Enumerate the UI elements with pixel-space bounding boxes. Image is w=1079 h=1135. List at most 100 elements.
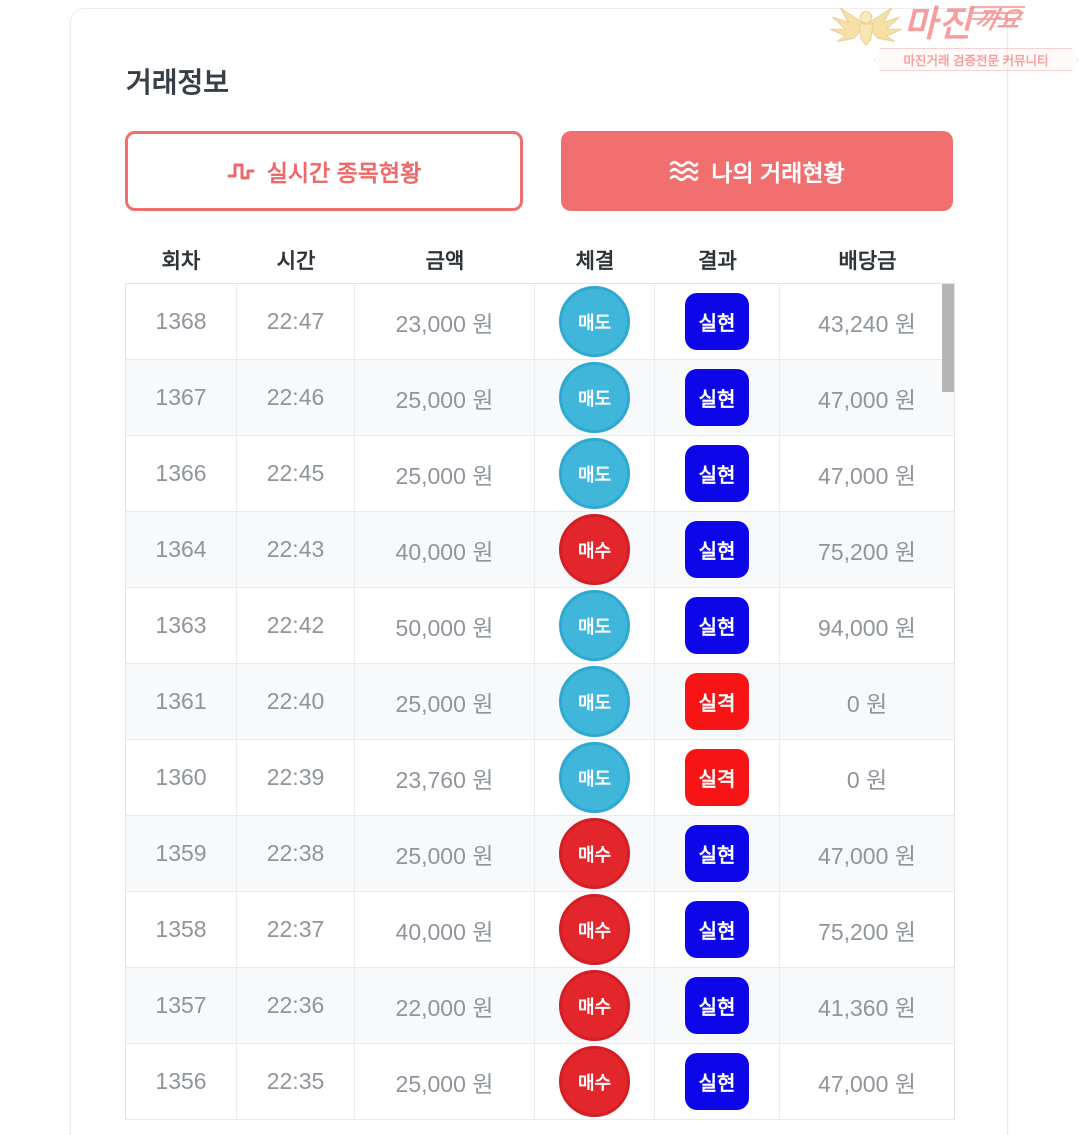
exec-badge: 매도 (559, 666, 630, 737)
time-cell: 22:36 (237, 968, 355, 1043)
payout-cell: 75,200 원 (818, 538, 916, 565)
table-scrollbar-thumb[interactable] (942, 284, 954, 392)
time-cell: 22:43 (237, 512, 355, 587)
column-header: 회차 (161, 250, 201, 273)
amount-cell: 40,000 원 (355, 892, 535, 967)
exec-cell: 매도 (535, 284, 655, 359)
exec-cell: 매도 (535, 360, 655, 435)
time-cell: 22:37 (237, 892, 355, 967)
brand-tagline: 마진거래 검증전문 커뮤니티 (874, 48, 1078, 71)
exec-cell: 매수 (535, 968, 655, 1043)
table-row: 1366 22:45 25,000 원 매도 실현 47,000 원 (126, 436, 954, 512)
column-header: 체결 (575, 250, 615, 273)
exec-cell: 매수 (535, 1044, 655, 1119)
result-cell: 실현 (655, 512, 780, 587)
table-row: 1356 22:35 25,000 원 매수 실현 47,000 원 (126, 1044, 954, 1120)
result-cell: 실현 (655, 1044, 780, 1119)
waves-icon (670, 160, 699, 182)
result-badge: 실현 (685, 369, 749, 426)
exec-badge: 매도 (559, 362, 630, 433)
result-cell: 실현 (655, 436, 780, 511)
table-row: 1364 22:43 40,000 원 매수 실현 75,200 원 (126, 512, 954, 588)
round-cell: 1360 (126, 740, 237, 815)
table-row: 1357 22:36 22,000 원 매수 실현 41,360 원 (126, 968, 954, 1044)
amount-cell: 25,000 원 (355, 664, 535, 739)
result-badge: 실격 (685, 673, 749, 730)
my-trades-label: 나의 거래현황 (711, 160, 845, 186)
result-badge: 실현 (685, 1053, 749, 1110)
round-cell: 1366 (126, 436, 237, 511)
payout-cell: 0 원 (846, 766, 888, 793)
payout-cell: 0 원 (846, 690, 888, 717)
exec-badge: 매도 (559, 590, 630, 661)
round-cell: 1363 (126, 588, 237, 663)
time-cell: 22:39 (237, 740, 355, 815)
exec-badge: 매수 (559, 894, 630, 965)
amount-cell: 50,000 원 (355, 588, 535, 663)
amount-cell: 23,760 원 (355, 740, 535, 815)
amount-cell: 25,000 원 (355, 816, 535, 891)
result-cell: 실현 (655, 816, 780, 891)
result-cell: 실현 (655, 892, 780, 967)
pulse-icon (227, 163, 255, 180)
payout-cell: 47,000 원 (818, 462, 916, 489)
exec-badge: 매도 (559, 742, 630, 813)
exec-badge: 매수 (559, 1046, 630, 1117)
result-cell: 실현 (655, 284, 780, 359)
my-trades-button[interactable]: 나의 거래현황 (561, 131, 953, 211)
table-header-row: 회차 시간 금액 체결 결과 배당금 (125, 237, 953, 283)
result-badge: 실현 (685, 445, 749, 502)
amount-cell: 40,000 원 (355, 512, 535, 587)
result-badge: 실현 (685, 521, 749, 578)
payout-cell: 41,360 원 (818, 994, 916, 1021)
realtime-stocks-button[interactable]: 실시간 종목현황 (125, 131, 523, 211)
exec-cell: 매수 (535, 816, 655, 891)
amount-cell: 25,000 원 (355, 360, 535, 435)
round-cell: 1361 (126, 664, 237, 739)
exec-badge: 매수 (559, 970, 630, 1041)
column-header: 시간 (276, 250, 316, 273)
table-body: 1368 22:47 23,000 원 매도 실현 43,240 원 1367 … (125, 283, 955, 1120)
time-cell: 22:47 (237, 284, 355, 359)
round-cell: 1358 (126, 892, 237, 967)
exec-badge: 매도 (559, 286, 630, 357)
exec-badge: 매수 (559, 514, 630, 585)
realtime-stocks-label: 실시간 종목현황 (266, 160, 422, 186)
exec-cell: 매수 (535, 512, 655, 587)
column-header: 배당금 (838, 250, 897, 273)
brand-text: 마진 (904, 3, 973, 44)
column-header: 금액 (425, 250, 465, 273)
result-badge: 실현 (685, 293, 749, 350)
payout-cell: 47,000 원 (818, 1070, 916, 1097)
round-cell: 1357 (126, 968, 237, 1043)
result-badge: 실격 (685, 749, 749, 806)
amount-cell: 23,000 원 (355, 284, 535, 359)
table-row: 1358 22:37 40,000 원 매수 실현 75,200 원 (126, 892, 954, 968)
time-cell: 22:40 (237, 664, 355, 739)
table-row: 1367 22:46 25,000 원 매도 실현 47,000 원 (126, 360, 954, 436)
amount-cell: 25,000 원 (355, 436, 535, 511)
result-badge: 실현 (685, 901, 749, 958)
table-row: 1368 22:47 23,000 원 매도 실현 43,240 원 (126, 284, 954, 360)
time-cell: 22:38 (237, 816, 355, 891)
table-row: 1363 22:42 50,000 원 매도 실현 94,000 원 (126, 588, 954, 664)
payout-cell: 47,000 원 (818, 386, 916, 413)
payout-cell: 94,000 원 (818, 614, 916, 641)
trade-info-card: 거래정보 실시간 종목현황 나의 거래현황 회차 시간 금액 체결 결과 배당금 (70, 8, 1008, 1135)
column-header: 결과 (698, 250, 737, 273)
payout-cell: 47,000 원 (818, 842, 916, 869)
exec-cell: 매도 (535, 740, 655, 815)
amount-cell: 25,000 원 (355, 1044, 535, 1119)
round-cell: 1364 (126, 512, 237, 587)
table-row: 1361 22:40 25,000 원 매도 실격 0 원 (126, 664, 954, 740)
result-cell: 실현 (655, 360, 780, 435)
time-cell: 22:45 (237, 436, 355, 511)
exec-badge: 매수 (559, 818, 630, 889)
exec-badge: 매도 (559, 438, 630, 509)
result-cell: 실격 (655, 740, 780, 815)
round-cell: 1359 (126, 816, 237, 891)
result-badge: 실현 (685, 977, 749, 1034)
time-cell: 22:42 (237, 588, 355, 663)
exec-cell: 매도 (535, 436, 655, 511)
